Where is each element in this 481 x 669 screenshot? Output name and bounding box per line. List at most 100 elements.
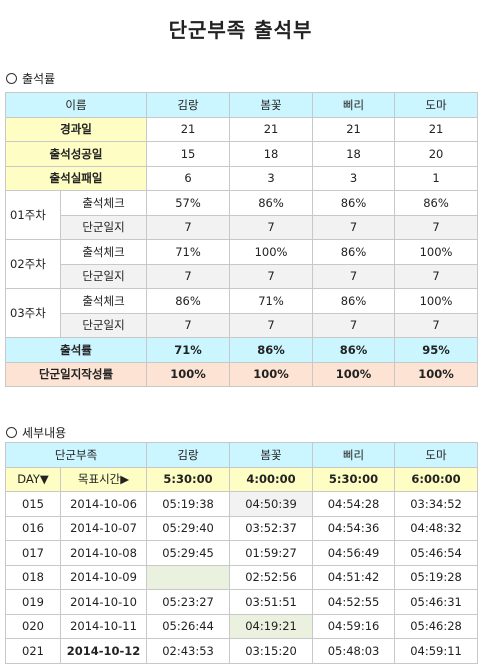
header-tribe: 단군부족 [4,442,148,468]
week-label: 03주차 [5,288,61,338]
detail-header-row: 단군부족 김랑 봄꽃 삐리 도마 [4,442,479,468]
rate-value: 86% [229,337,314,363]
circle-bullet-icon [6,73,17,84]
time-cell: 04:52:55 [312,589,396,615]
week-label: 02주차 [5,239,61,289]
target-time: 4:00:00 [229,466,314,492]
fail-value: 6 [146,165,231,191]
header-member: 삐리 [312,442,396,468]
time-cell: 04:56:49 [312,540,396,566]
check-value: 86% [312,288,396,314]
check-value: 71% [146,239,231,265]
time-cell: 05:29:45 [146,540,231,566]
diary-value: 7 [146,312,231,338]
time-cell: 05:46:54 [394,540,479,566]
fail-row: 출석실패일 6 3 3 1 [4,165,479,191]
rate-value: 95% [394,337,479,363]
rate-value: 71% [146,337,231,363]
elapsed-value: 21 [394,116,479,142]
check-value: 86% [394,190,479,216]
diary-value: 7 [229,312,314,338]
target-time: 6:00:00 [394,466,479,492]
page-title: 단군부족 출석부 [168,18,313,42]
diary-rate-value: 100% [312,361,396,387]
time-cell: 05:29:40 [146,515,231,541]
week2-check-row: 02주차 출석체크 71% 100% 86% 100% [5,239,479,289]
detail-row: 016 2014-10-07 05:29:40 03:52:37 04:54:3… [5,515,479,541]
success-value: 18 [229,141,314,167]
success-value: 18 [312,141,396,167]
check-label: 출석체크 [59,190,148,216]
time-cell: 04:50:39 [229,491,314,517]
section-attendance-heading: 출석률 [6,70,55,87]
diary-value: 7 [312,214,396,240]
time-cell: 04:48:32 [394,515,479,541]
rate-label: 출석률 [4,337,148,363]
header-member: 봄꽃 [229,92,314,118]
week-label: 01주차 [5,190,61,240]
circle-bullet-icon [6,427,17,438]
time-cell: 04:51:42 [312,564,396,590]
detail-row: 020 2014-10-11 05:26:44 04:19:21 04:59:1… [5,613,479,639]
time-cell: 03:34:52 [394,491,479,517]
time-cell: 04:19:21 [229,613,314,639]
success-value: 20 [394,141,479,167]
detail-row: 018 2014-10-09 02:52:56 04:51:42 05:19:2… [5,564,479,590]
date-cell: 2014-10-06 [59,491,148,517]
check-value: 86% [146,288,231,314]
fail-value: 3 [229,165,314,191]
day-cell: 015 [5,491,61,517]
detail-row: 017 2014-10-08 05:29:45 01:59:27 04:56:4… [5,540,479,566]
time-cell: 01:59:27 [229,540,314,566]
header-name: 이름 [4,92,148,118]
fail-value: 3 [312,165,396,191]
week3-diary-row: 단군일지 7 7 7 7 [5,312,479,338]
date-cell: 2014-10-12 [59,638,148,664]
week3-check-row: 03주차 출석체크 86% 71% 86% 100% [5,288,479,338]
check-value: 86% [229,190,314,216]
diary-rate-value: 100% [229,361,314,387]
success-value: 15 [146,141,231,167]
elapsed-value: 21 [312,116,396,142]
time-cell: 04:54:36 [312,515,396,541]
diary-rate-label: 단군일지작성률 [4,361,148,387]
header-member: 봄꽃 [229,442,314,468]
check-value: 57% [146,190,231,216]
detail-row: 015 2014-10-06 05:19:38 04:50:39 04:54:2… [5,491,479,517]
rate-row: 출석률 71% 86% 86% 95% [4,337,479,363]
day-cell: 020 [5,613,61,639]
time-cell: 04:59:11 [394,638,479,664]
time-cell: 02:52:56 [229,564,314,590]
check-value: 71% [229,288,314,314]
time-cell: 05:19:38 [146,491,231,517]
diary-value: 7 [394,263,479,289]
target-row: DAY▼ 목표시간▶ 5:30:00 4:00:00 5:30:00 6:00:… [5,466,479,492]
target-label: 목표시간▶ [59,466,148,492]
diary-label: 단군일지 [59,312,148,338]
date-cell: 2014-10-08 [59,540,148,566]
time-cell-missing [146,564,231,590]
check-value: 86% [312,190,396,216]
day-cell: 019 [5,589,61,615]
elapsed-row: 경과일 21 21 21 21 [4,116,479,142]
success-row: 출석성공일 15 18 18 20 [4,141,479,167]
date-cell: 2014-10-07 [59,515,148,541]
diary-value: 7 [229,263,314,289]
header-member: 김랑 [146,442,231,468]
day-cell: 016 [5,515,61,541]
fail-label: 출석실패일 [4,165,148,191]
time-cell: 03:15:20 [229,638,314,664]
date-cell: 2014-10-11 [59,613,148,639]
time-cell: 05:46:28 [394,613,479,639]
time-cell: 03:52:37 [229,515,314,541]
time-cell: 05:26:44 [146,613,231,639]
diary-value: 7 [394,312,479,338]
header-member: 도마 [394,92,479,118]
day-cell: 021 [5,638,61,664]
section-detail-label: 세부내용 [22,426,67,440]
day-cell: 017 [5,540,61,566]
day-sort-header[interactable]: DAY▼ [5,466,61,492]
elapsed-value: 21 [146,116,231,142]
attendance-table: 이름 김랑 봄꽃 삐리 도마 경과일 21 21 21 21 출석성공일 15 … [4,92,479,387]
time-cell: 05:46:31 [394,589,479,615]
